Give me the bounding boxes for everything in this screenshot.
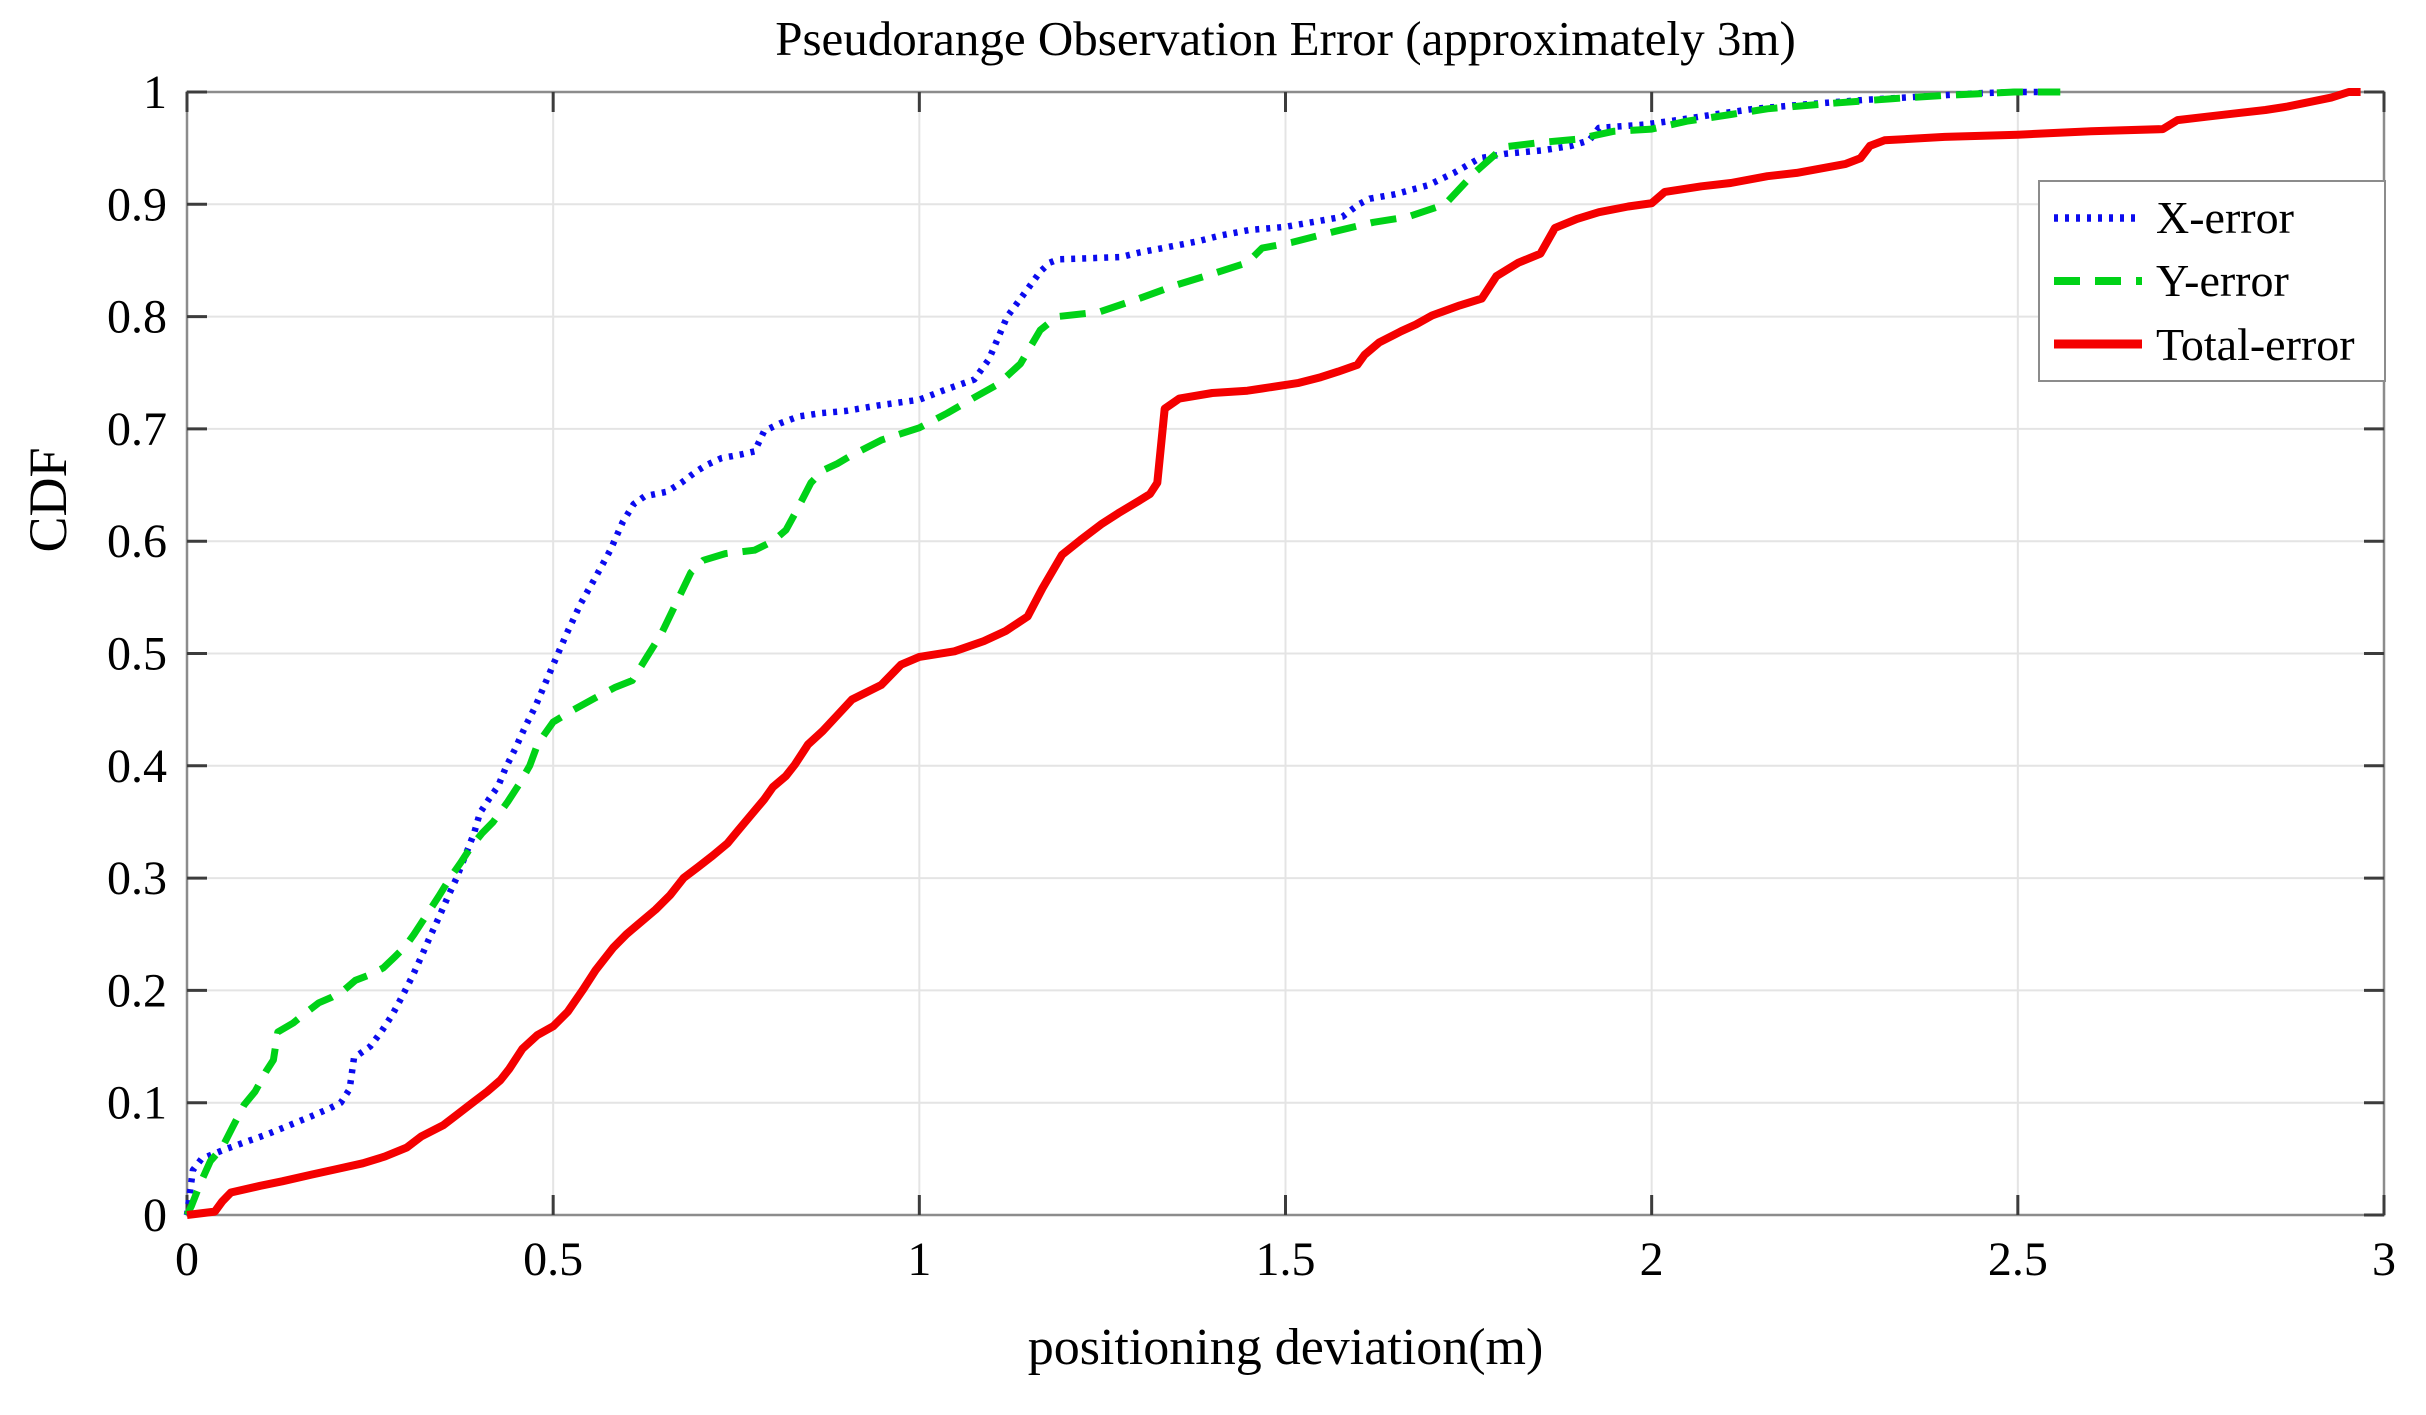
legend-solid-line-icon: [2054, 339, 2142, 349]
chart-title: Pseudorange Observation Error (approxima…: [775, 11, 1796, 66]
x-tick-label: 2: [1640, 1233, 1664, 1286]
y-tick-label: 0.2: [107, 964, 167, 1017]
x-tick-label: 2.5: [1988, 1233, 2048, 1286]
y-tick-label: 0.4: [107, 740, 167, 793]
x-tick-label: 0.5: [523, 1233, 583, 1286]
legend-label: Total-error: [2156, 318, 2355, 370]
x-axis-label: positioning deviation(m): [1027, 1319, 1544, 1376]
legend-item-x-error: X-error: [2040, 187, 2384, 249]
x-tick-label: 3: [2372, 1233, 2396, 1286]
legend-label: Y-error: [2156, 255, 2289, 307]
y-tick-label: 0.5: [107, 628, 167, 681]
legend-item-total-error: Total-error: [2040, 313, 2384, 375]
y-tick-label: 0.9: [107, 178, 167, 231]
x-tick-label: 1.5: [1256, 1233, 1316, 1286]
y-tick-label: 0.3: [107, 852, 167, 905]
y-tick-label: 0.6: [107, 515, 167, 568]
x-tick-label: 1: [907, 1233, 931, 1286]
y-tick-label: 0.1: [107, 1077, 167, 1130]
legend-label: X-error: [2156, 192, 2294, 244]
legend-dotted-line-icon: [2054, 213, 2142, 222]
series-total-error: [186, 88, 2361, 1219]
legend-item-y-error: Y-error: [2040, 250, 2384, 312]
y-tick-label: 1: [143, 66, 167, 119]
legend: X-error Y-error Total-error: [2038, 180, 2386, 382]
x-tick-label: 0: [175, 1233, 199, 1286]
y-tick-label: 0: [143, 1189, 167, 1242]
y-tick-label: 0.8: [107, 291, 167, 344]
y-tick-label: 0.7: [107, 403, 167, 456]
series-x-error: [183, 88, 2051, 1216]
legend-dashed-line-icon: [2054, 276, 2142, 285]
